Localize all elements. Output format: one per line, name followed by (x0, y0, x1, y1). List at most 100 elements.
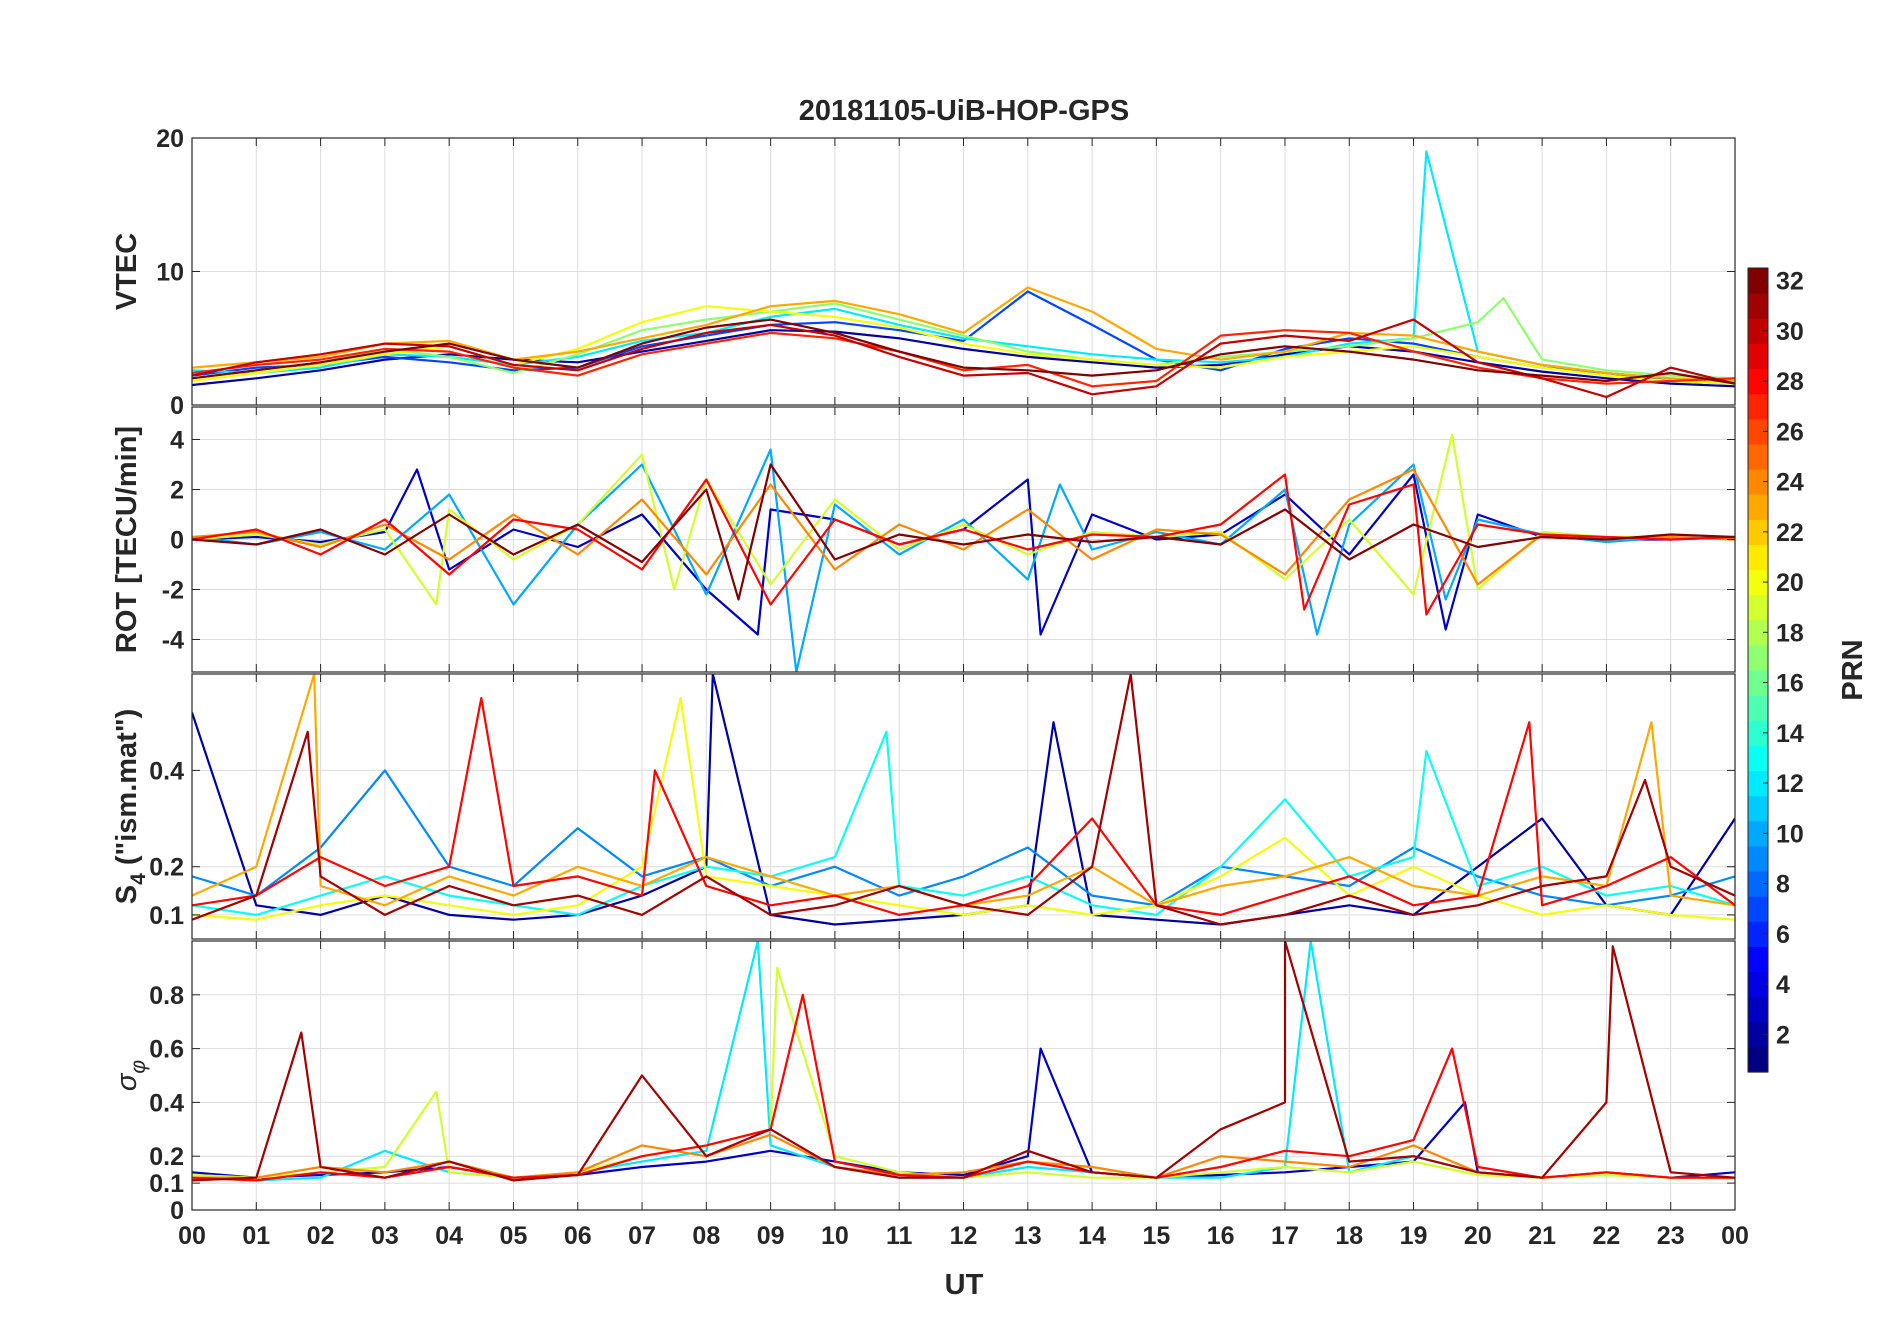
colorbar-level (1748, 644, 1768, 671)
colorbar-level (1748, 720, 1768, 746)
colorbar-level (1748, 971, 1768, 998)
series-prn-24 (192, 468, 1735, 586)
x-tick-label: 00 (1721, 1222, 1749, 1250)
y-tick-label: -4 (162, 627, 184, 655)
x-tick-label: 09 (757, 1222, 785, 1250)
colorbar-tick-label: 28 (1776, 368, 1804, 396)
x-axis-tick-labels: 00 01 02 03 04 05 06 07 08 09 10 11 12 13 14 15 16 17 18 19… (178, 1222, 1749, 1250)
series-prn-28 (192, 696, 1735, 917)
series-prn-12 (192, 150, 1735, 383)
y-tick-label: 0.8 (149, 982, 184, 1010)
colorbar-tick-label: 24 (1776, 469, 1804, 497)
y-tick-label: 10 (156, 259, 184, 287)
x-tick-label: 02 (307, 1222, 335, 1250)
colorbar-tick-label: 12 (1776, 770, 1804, 798)
colorbar-level (1748, 393, 1768, 420)
x-tick-label: 20 (1464, 1222, 1492, 1250)
x-axis-label: UT (945, 1269, 984, 1301)
y-tick-label: 2 (170, 477, 184, 505)
chart-title: 20181105-UiB-HOP-GPS (799, 95, 1129, 127)
colorbar-level (1748, 871, 1768, 897)
colorbar-tick-label: 10 (1776, 820, 1804, 848)
series-prn-27 (192, 329, 1735, 388)
y-tick-label: 0.2 (149, 1143, 184, 1171)
panel-rot-series (192, 433, 1735, 672)
x-tick-label: 10 (821, 1222, 849, 1250)
colorbar-level (1748, 1021, 1768, 1048)
colorbar-level (1748, 469, 1768, 495)
colorbar-level (1748, 594, 1768, 621)
colorbar-tick-label: 18 (1776, 619, 1804, 647)
y-tick-label: 0.1 (149, 1170, 184, 1198)
x-tick-label: 06 (564, 1222, 592, 1250)
series-prn-30 (192, 318, 1735, 399)
y-tick-label: 0 (170, 1197, 184, 1225)
x-tick-label: 08 (692, 1222, 720, 1250)
colorbar-level (1748, 519, 1768, 545)
panel-vtec-series (192, 150, 1735, 399)
y-tick-label: -2 (162, 577, 184, 605)
colorbar-tick-label: 2 (1776, 1021, 1790, 1049)
colorbar-tick-label: 14 (1776, 720, 1804, 748)
colorbar-level (1748, 770, 1768, 797)
series-prn-31 (192, 941, 1735, 1182)
colorbar-level (1748, 268, 1768, 294)
colorbar-tick-label: 4 (1776, 971, 1790, 999)
x-tick-label: 17 (1271, 1222, 1299, 1250)
x-tick-label: 11 (886, 1222, 913, 1250)
panel-rot: -4 -2 0 2 4 ROT [TECU/min] (111, 406, 1736, 673)
colorbar-level (1748, 896, 1768, 922)
colorbar-level (1748, 443, 1768, 470)
colorbar-level (1748, 795, 1768, 822)
x-tick-label: 18 (1335, 1222, 1363, 1250)
x-tick-label: 05 (500, 1222, 528, 1250)
colorbar-tick-label: 8 (1776, 871, 1790, 899)
colorbar-level (1748, 1046, 1768, 1073)
y-tick-label: 0.1 (149, 902, 184, 930)
x-tick-label: 01 (242, 1222, 270, 1250)
panel-s4-series (192, 674, 1735, 926)
series-prn-13 (192, 730, 1735, 917)
colorbar-level (1748, 845, 1768, 872)
x-tick-label: 04 (435, 1222, 463, 1250)
y-tick-label: 0.6 (149, 1036, 184, 1064)
x-tick-label: 21 (1528, 1222, 1556, 1250)
y-axis-label-sigma: σφ (111, 1060, 150, 1092)
colorbar-tick-label: 32 (1776, 268, 1804, 296)
y-tick-label: 0.2 (149, 854, 184, 882)
x-tick-label: 07 (628, 1222, 656, 1250)
y-tick-label: 0.4 (149, 757, 184, 785)
panel-vtec: 0 10 20 VTEC (111, 125, 1736, 420)
colorbar-label: PRN (1837, 639, 1869, 700)
x-tick-label: 19 (1400, 1222, 1428, 1250)
colorbar-level (1748, 293, 1768, 319)
colorbar-level (1748, 343, 1768, 370)
colorbar-frame (1747, 267, 1769, 1073)
x-tick-label: 15 (1142, 1222, 1170, 1250)
panel-sigma-series (192, 941, 1735, 1182)
colorbar-tick-label: 22 (1776, 519, 1804, 547)
x-tick-label: 03 (371, 1222, 399, 1250)
series-prn-32 (192, 463, 1735, 601)
x-tick-label: 13 (1014, 1222, 1042, 1250)
colorbar-level (1748, 996, 1768, 1023)
series-prn-32 (192, 318, 1735, 385)
series-prn-10 (192, 448, 1735, 672)
colorbar-level (1748, 494, 1768, 520)
x-tick-label: 14 (1078, 1222, 1106, 1250)
series-prn-28 (192, 473, 1735, 616)
panel-s4: 0.1 0.2 0.4S4 ("ism.mat") (111, 673, 1736, 940)
colorbar-level (1748, 544, 1768, 571)
colorbar-level (1748, 418, 1768, 445)
colorbar-level (1748, 368, 1768, 395)
x-tick-label: 23 (1657, 1222, 1685, 1250)
series-prn-19 (192, 966, 1735, 1179)
y-tick-label: 0 (170, 392, 184, 420)
y-tick-label: 4 (170, 427, 184, 455)
colorbar-tick-label: 20 (1776, 569, 1804, 597)
colorbar-tick-label: 16 (1776, 670, 1804, 698)
x-tick-label: 16 (1207, 1222, 1235, 1250)
y-tick-label: 0 (170, 527, 184, 555)
